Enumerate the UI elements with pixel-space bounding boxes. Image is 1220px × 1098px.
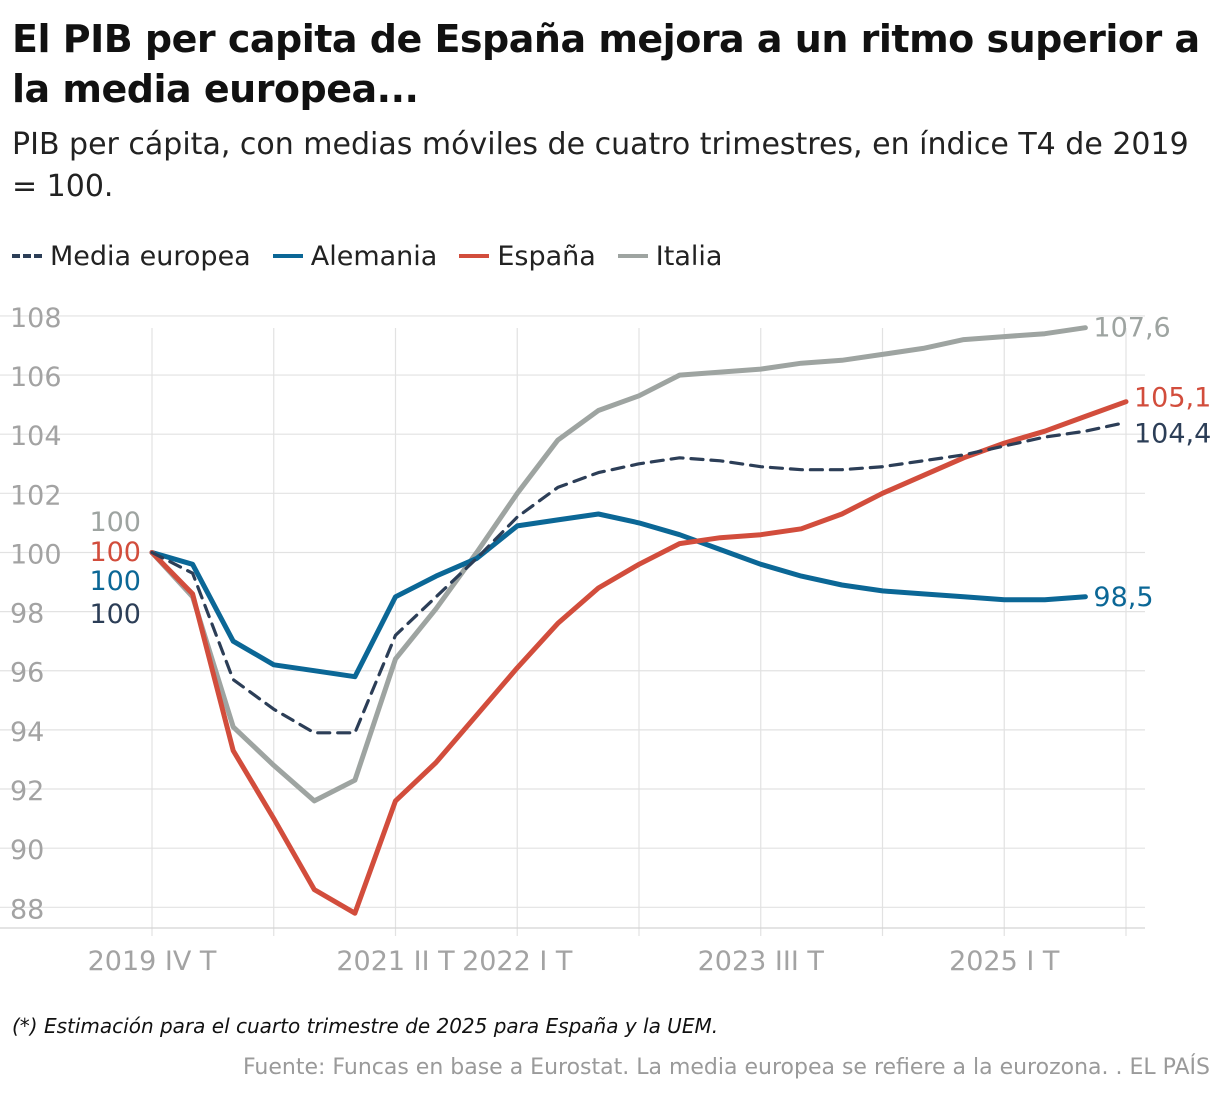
x-tick-label: 2023 III T bbox=[698, 946, 825, 977]
start-label-italia: 100 bbox=[89, 507, 141, 538]
legend-swatch-alemania bbox=[272, 254, 303, 258]
legend-item-media-europea: Media europea bbox=[12, 241, 251, 272]
y-tick-label-90: 90 bbox=[10, 835, 44, 866]
start-label-alemania: 100 bbox=[89, 566, 141, 597]
x-tick-label: 2025 I T bbox=[949, 946, 1060, 977]
y-tick-label-104: 104 bbox=[10, 421, 62, 452]
line-chart: 88 90 92 94 96 98 100 102 104 106 108 2019 IV T 2021… bbox=[0, 303, 1211, 977]
y-tick-label-102: 102 bbox=[10, 480, 62, 511]
series-line-alemania bbox=[149, 511, 1088, 680]
legend-swatch-espana bbox=[459, 254, 490, 258]
legend-label-italia: Italia bbox=[655, 240, 723, 272]
series-line-espana bbox=[149, 399, 1129, 916]
series-line-italia bbox=[149, 325, 1088, 804]
legend-swatch-media-europea bbox=[12, 254, 42, 258]
x-tick-label: 2022 I T bbox=[462, 946, 573, 977]
start-label-espana: 100 bbox=[89, 537, 141, 568]
y-tick-label-94: 94 bbox=[10, 717, 44, 748]
y-tick-label-108: 108 bbox=[10, 303, 62, 334]
y-tick-label-100: 100 bbox=[10, 539, 62, 570]
source-credit: Fuente: Funcas en base a Eurostat. La me… bbox=[242, 1055, 1210, 1080]
x-tick-label: 2019 IV T bbox=[88, 946, 217, 977]
legend-item-alemania: Alemania bbox=[272, 240, 438, 272]
legend-swatch-italia bbox=[617, 254, 648, 258]
y-tick-label-96: 96 bbox=[10, 658, 44, 689]
series-line-media-europea bbox=[150, 420, 1128, 735]
legend-label-espana: España bbox=[497, 240, 596, 272]
end-label-media-europea: 104,4 bbox=[1134, 418, 1211, 449]
legend-item-italia: Italia bbox=[617, 240, 723, 272]
y-tick-label-106: 106 bbox=[10, 362, 62, 393]
legend-label-media-europea: Media europea bbox=[50, 240, 251, 272]
y-tick-label-88: 88 bbox=[10, 894, 44, 925]
footnote: (*) Estimación para el cuarto trimestre … bbox=[12, 1014, 719, 1038]
end-label-alemania: 98,5 bbox=[1093, 582, 1153, 613]
legend: Media europea Alemania España Italia bbox=[12, 236, 744, 276]
legend-label-alemania: Alemania bbox=[310, 240, 438, 272]
y-tick-label-92: 92 bbox=[10, 776, 44, 807]
x-tick-label: 2021 II T bbox=[336, 946, 455, 977]
y-tick-label-98: 98 bbox=[10, 599, 44, 630]
chart-subtitle: PIB per cápita, con medias móviles de cu… bbox=[12, 127, 1189, 204]
start-label-media-europea: 100 bbox=[89, 599, 141, 630]
end-label-espana: 105,1 bbox=[1134, 383, 1211, 414]
end-label-italia: 107,6 bbox=[1093, 313, 1170, 344]
chart-title: El PIB per capita de España mejora a un … bbox=[12, 17, 1200, 111]
legend-item-espana: España bbox=[459, 240, 596, 272]
